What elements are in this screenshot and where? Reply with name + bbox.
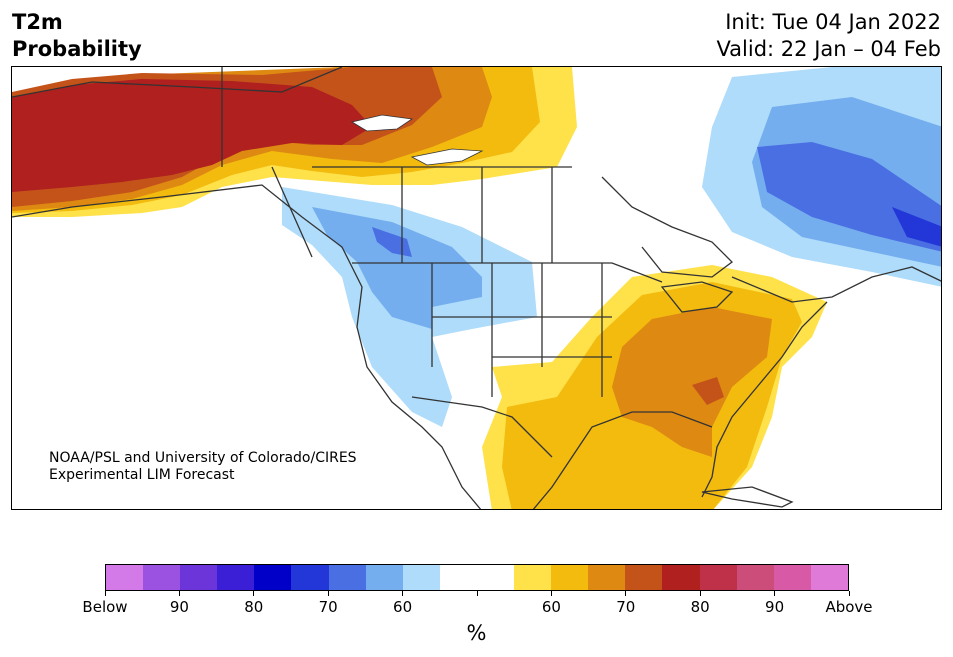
colorbar-segment [439, 565, 477, 590]
colorbar-segment [402, 565, 440, 590]
colorbar-label: 90 [765, 598, 785, 616]
colorbar-label: 70 [616, 598, 636, 616]
coastline-gulf [532, 411, 713, 509]
great-slave-lake [410, 148, 484, 166]
colorbar-label: 80 [690, 598, 710, 616]
credit-line-2: Experimental LIM Forecast [49, 467, 235, 483]
boundaries [12, 67, 941, 509]
colorbar-tick [699, 591, 701, 596]
colorbar-segment [736, 565, 774, 590]
colorbar-tick [402, 591, 404, 596]
colorbar-label: 90 [169, 598, 189, 616]
forecast-map [11, 66, 942, 510]
shade-below-60-west [312, 207, 482, 329]
colorbar-label: 60 [541, 598, 561, 616]
colorbar-tick [178, 591, 180, 596]
coastline-east [731, 266, 941, 303]
init-date: Init: Tue 04 Jan 2022 [725, 10, 941, 34]
colorbar-segment [699, 565, 737, 590]
great-lakes [660, 281, 734, 313]
variable-title: T2m [12, 10, 63, 34]
border-states-1 [431, 263, 612, 397]
credit-line-1: NOAA/PSL and University of Colorado/CIRE… [49, 450, 357, 466]
credit-text: NOAA/PSL and University of Colorado/CIRE… [49, 450, 357, 484]
colorbar-label: 60 [393, 598, 413, 616]
shade-above-80-georgia [692, 377, 724, 405]
border-provinces [271, 166, 572, 263]
coastline-east-us [701, 301, 828, 498]
colorbar-segment [180, 565, 218, 590]
colorbar-tick [848, 591, 850, 596]
border-us-mexico [411, 396, 553, 458]
colorbar-tick [327, 591, 329, 596]
colorbar-segment [773, 565, 811, 590]
colorbar-label: Above [825, 598, 873, 616]
shade-above-90-alaska [12, 79, 372, 192]
colorbar-segment [254, 565, 292, 590]
colorbar-segment [328, 565, 366, 590]
colorbar-tick [550, 591, 552, 596]
great-bear-lake [350, 114, 414, 132]
colorbar-segment [476, 565, 515, 590]
valid-range: Valid: 22 Jan – 04 Feb [716, 37, 941, 61]
coastline-west [12, 184, 482, 509]
colorbar-segment [217, 565, 255, 590]
colorbar-unit: % [466, 621, 487, 645]
colorbar-label: 80 [244, 598, 264, 616]
border-us-canada [352, 262, 663, 283]
colorbar-labels: Below 90 80 70 60 60 70 80 90 Above [82, 598, 872, 618]
product-title: Probability [12, 37, 142, 61]
coastline-hudson [601, 176, 733, 278]
colorbar-tick [625, 591, 627, 596]
colorbar-segment [291, 565, 329, 590]
colorbar-segment [625, 565, 663, 590]
colorbar-segment [365, 565, 403, 590]
colorbar-tick [476, 591, 478, 596]
colorbar-tick [253, 591, 255, 596]
colorbar-segment [662, 565, 700, 590]
colorbar-segment [514, 565, 552, 590]
shade-above-70-southeast [612, 307, 772, 457]
lakes-white [350, 114, 484, 166]
colorbar-tick [774, 591, 776, 596]
colorbar-label: 70 [318, 598, 338, 616]
colorbar-segment [143, 565, 181, 590]
colorbar-segment [588, 565, 626, 590]
colorbar-segment [810, 565, 848, 590]
colorbar-label: Below [82, 598, 128, 616]
coastline-alaska-north [12, 67, 343, 98]
colorbar [105, 564, 849, 591]
probability-shading [12, 67, 941, 509]
shade-below-70-east [757, 142, 941, 252]
colorbar-segment [551, 565, 589, 590]
cuba [701, 486, 794, 508]
shade-below-80-east [892, 207, 941, 247]
colorbar-tick [104, 591, 106, 596]
colorbar-segment [106, 565, 144, 590]
date-block: Init: Tue 04 Jan 2022 Valid: 22 Jan – 04… [716, 9, 941, 63]
map-svg [12, 67, 941, 509]
title-block: T2m Probability [12, 9, 142, 63]
